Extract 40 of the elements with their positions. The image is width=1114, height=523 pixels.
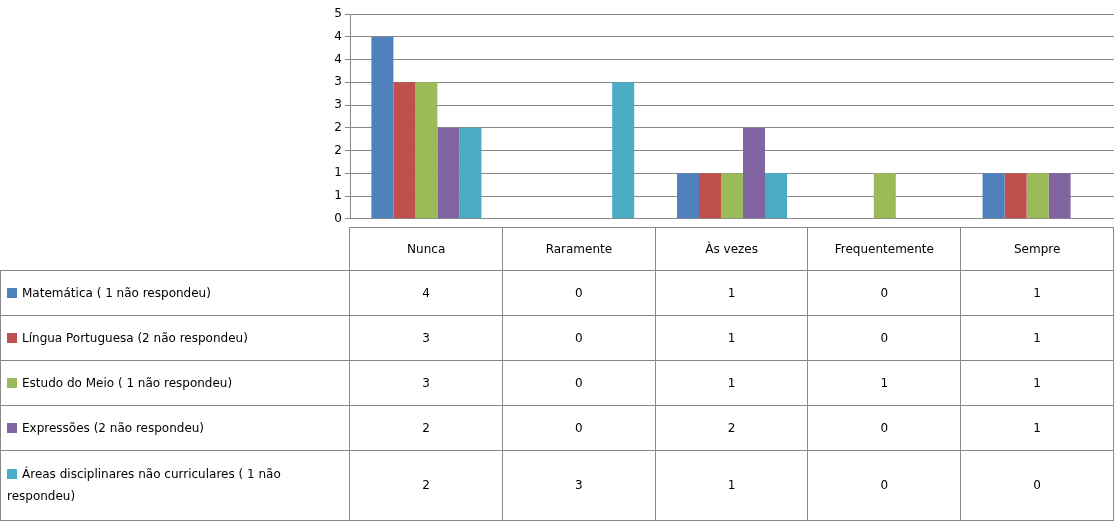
y-tick-label: 1 [334,165,342,180]
data-label: 1 [960,270,1114,315]
data-label: 1 [655,450,808,520]
legend-label: Áreas disciplinares não curriculares ( 1 não respondeu) [0,450,350,520]
y-tick-label: 4 [334,28,342,43]
data-label: 0 [807,315,961,360]
x-tick-label: Raramente [502,227,656,270]
legend-label: Língua Portuguesa (2 não respondeu) [0,315,350,360]
y-tick-label: 3 [334,74,342,89]
x-tick-label: Às vezes [655,227,808,270]
data-label: 1 [807,360,961,405]
legend-label: Expressões (2 não respondeu) [0,405,350,450]
y-tick-label: 2 [334,142,342,157]
data-label: 0 [807,270,961,315]
data-label: 1 [960,315,1114,360]
data-label: 3 [502,450,656,520]
data-label: 1 [960,405,1114,450]
legend-label: Matemática ( 1 não respondeu) [0,270,350,315]
data-label: 2 [655,405,808,450]
data-label: 0 [502,360,656,405]
legend-label: Estudo do Meio ( 1 não respondeu) [0,360,350,405]
data-label: 0 [960,450,1114,520]
y-tick-label: 0 [334,210,342,225]
x-tick-label: Frequentemente [807,227,961,270]
data-label: 1 [655,315,808,360]
data-label: 1 [655,360,808,405]
data-label: 0 [807,450,961,520]
y-tick-label: 1 [334,188,342,203]
x-tick-label: Nunca [349,227,503,270]
data-label: 1 [655,270,808,315]
y-tick-label: 5 [334,6,342,21]
data-label: 0 [807,405,961,450]
y-tick-label: 3 [334,97,342,112]
x-tick-label: Sempre [960,227,1114,270]
data-label: 1 [960,360,1114,405]
data-label: 0 [502,270,656,315]
data-label: 0 [502,315,656,360]
y-tick-label: 4 [334,51,342,66]
y-tick-label: 2 [334,119,342,134]
data-label: 0 [502,405,656,450]
